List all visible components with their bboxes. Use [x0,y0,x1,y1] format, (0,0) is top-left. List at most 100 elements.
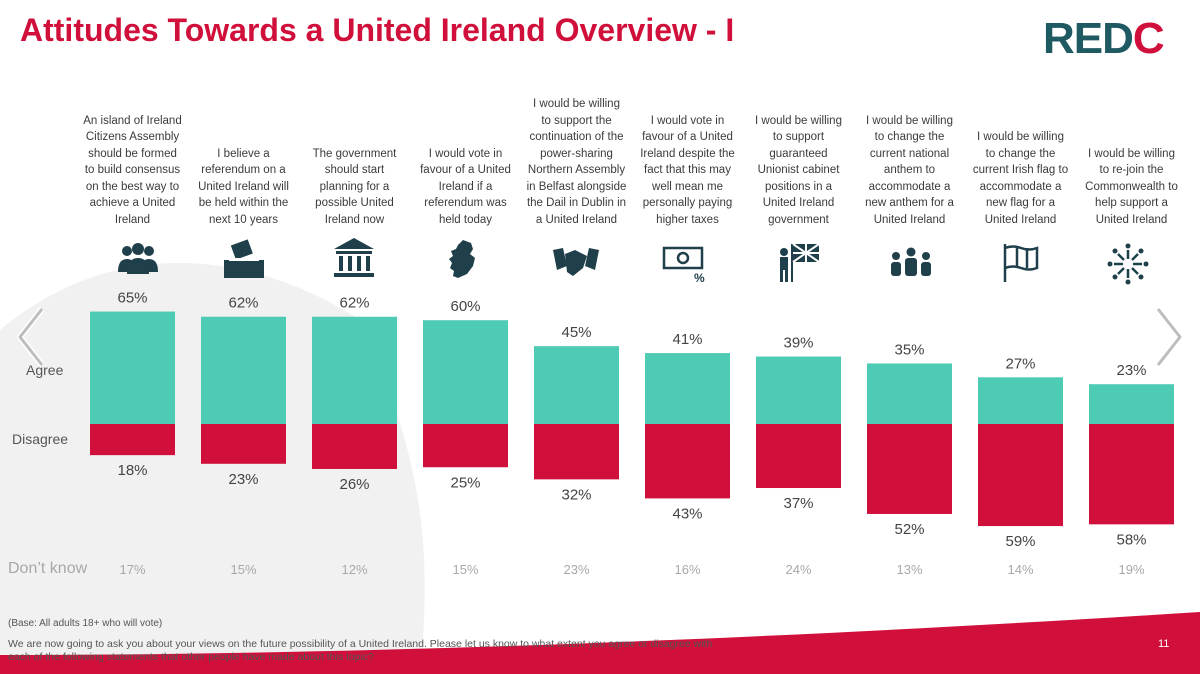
statement-line: United Ireland [984,213,1057,226]
agree-bar-6 [756,356,841,424]
statement-line: government [768,213,829,226]
statement-line: personally paying [642,197,733,209]
disagree-value-label-6: 37% [783,495,813,512]
redc-logo: REDC [1043,14,1183,64]
statement-line: planning for a [319,180,390,193]
statement-line: I would be willing [977,131,1064,143]
statement-line: United Ireland [873,213,946,226]
statement-line: United Ireland will [198,180,289,193]
agree-bar-5 [645,353,730,424]
logo-text-main: RED [1043,14,1134,63]
statement-line: accommodate a [979,180,1062,193]
dont-know-value: 15% [230,562,257,577]
people-group-icon [118,243,158,274]
statement-line: accommodate a [868,180,951,193]
agree-bar-7 [867,363,952,424]
statement-line: United Ireland [762,197,835,209]
statement-line: on the best way to [85,180,180,193]
agree-value-label-6: 39% [783,335,813,352]
disagree-bar-4 [534,424,619,480]
page-number: 11 [1158,638,1170,650]
dont-know-value: 23% [563,562,590,577]
statement-line: favour of a United [420,164,511,176]
commonwealth-people-circle-icon [1107,243,1149,285]
statement-line: to re-join the [1099,164,1164,176]
dont-know-value: 15% [452,562,479,577]
statement-line: held today [438,213,493,226]
question-text: We are now going to ask you about your v… [8,638,713,663]
statement-line: Unionist cabinet [757,164,840,176]
government-building-icon [334,238,374,277]
person-union-flag-icon [780,243,820,282]
previous-slide-arrow-icon[interactable] [14,305,48,369]
ballot-box-icon [224,239,264,278]
statement-label-8: I would be willing to change the current I… [965,129,1077,228]
statement-line: next 10 years [208,213,279,226]
disagree-bar-1 [201,424,286,464]
statement-line: to change the [985,147,1056,160]
disagree-value-label-5: 43% [672,505,702,522]
disagree-bar-5 [645,424,730,499]
disagree-value-label-3: 25% [450,474,480,491]
agree-value-label-5: 41% [672,331,702,348]
dont-know-value: 16% [674,562,701,577]
statement-line: should start [324,164,385,176]
ireland-map-icon [449,240,475,278]
agree-value-label-2: 62% [339,295,369,312]
statement-line: Ireland despite the [640,147,735,160]
disagree-value-label-4: 32% [561,486,591,503]
agree-value-label-1: 62% [228,295,258,312]
statement-line: current national [869,147,950,160]
statement-line: I believe a [217,147,270,160]
disagree-bar-3 [423,424,508,468]
statement-line: well mean me [652,180,723,193]
statement-line: the Dail in Dublin in [526,197,627,209]
disagree-bar-6 [756,424,841,489]
disagree-value-label-1: 23% [228,471,258,488]
statement-label-0: An island of Ireland Citizens Assembly sho… [77,113,189,229]
disagree-value-label-9: 58% [1116,531,1146,548]
statement-line: anthem to [883,164,936,176]
agree-bar-3 [423,320,508,424]
dont-know-value: 17% [119,562,146,577]
page-title: Attitudes Towards a United Ireland Overv… [20,12,735,48]
statement-line: favour of a United [642,131,733,143]
disagree-bar-0 [90,424,175,456]
statement-line: fact that this may [644,164,731,176]
three-people-icon [891,247,931,276]
statement-line: possible United [315,197,394,209]
disagree-bar-9 [1089,424,1174,525]
svg-text:%: % [694,271,705,284]
agree-bar-0 [90,311,175,424]
statement-line: a United Ireland [535,213,618,226]
statement-line: I would be willing [755,114,842,127]
statement-line: I would vote in [650,114,725,127]
statement-label-3: I would vote in favour of a United Ireland… [410,146,522,229]
next-slide-arrow-icon[interactable] [1152,305,1186,369]
logo-text-accent: C [1132,14,1165,63]
disagree-row-label: Disagree [12,431,69,447]
dont-know-value: 19% [1118,562,1145,577]
agree-value-label-0: 65% [117,290,147,307]
statement-line: higher taxes [656,213,719,226]
agree-bar-2 [312,316,397,424]
statement-label-9: I would be willing to re-join the Commonwe… [1076,146,1188,229]
disagree-value-label-2: 26% [339,476,369,493]
disagree-bar-2 [312,424,397,469]
statement-line: referendum on a [201,164,286,176]
disagree-value-label-7: 52% [894,521,924,538]
dont-know-row-label: Don’t know [8,560,88,577]
agree-bar-4 [534,346,619,424]
money-percent-icon: % [662,246,705,284]
disagree-value-label-0: 18% [117,462,147,479]
statement-line: Northern Assembly [527,164,626,176]
disagree-bar-7 [867,424,952,514]
agree-value-label-9: 23% [1116,362,1146,379]
statement-line: I would be willing [533,98,620,110]
statement-line: An island of Ireland [83,114,182,127]
statement-line: should be formed [88,147,177,160]
statement-line: be held within the [198,197,289,209]
statement-label-6: I would be willing to support guaranteed Un… [743,113,855,229]
statement-line: to support the [541,114,612,127]
